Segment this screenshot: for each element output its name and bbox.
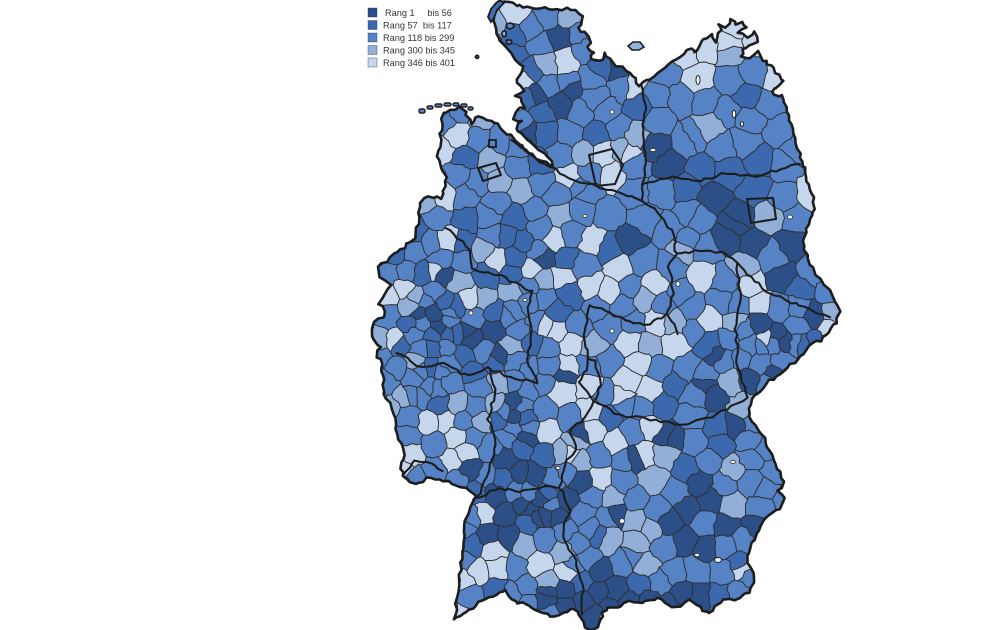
svg-text:Rang 346 bis 401: Rang 346 bis 401 bbox=[383, 58, 455, 68]
svg-text:Rang 57 bis 117: Rang 57 bis 117 bbox=[383, 21, 452, 31]
svg-text:Rang 1 bis 56: Rang 1 bis 56 bbox=[385, 8, 452, 18]
svg-text:Rang 118 bis 299: Rang 118 bis 299 bbox=[383, 33, 454, 43]
svg-text:Rang 300 bis 345: Rang 300 bis 345 bbox=[383, 46, 455, 56]
